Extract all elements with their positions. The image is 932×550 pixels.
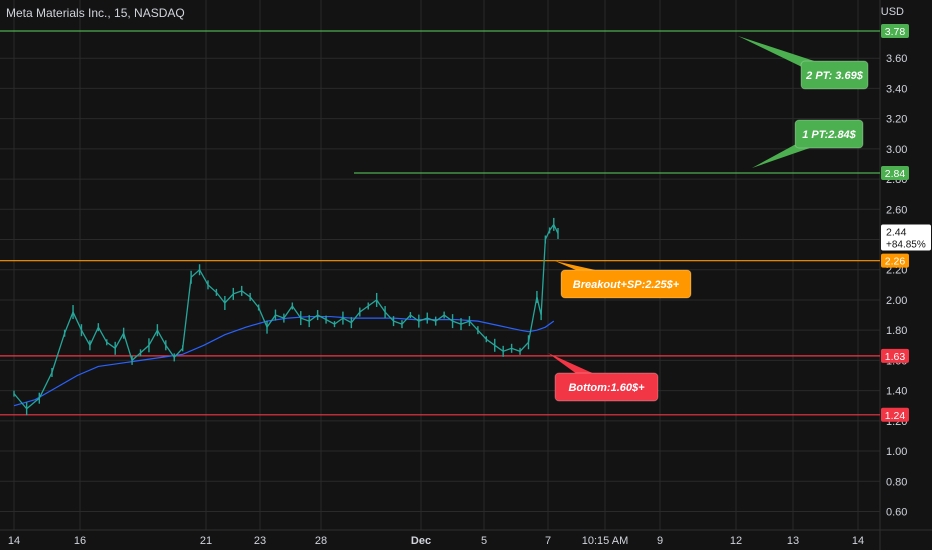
x-tick-label: 21 (200, 535, 212, 547)
x-tick-label: 13 (787, 535, 799, 547)
x-tick-label: 5 (481, 535, 487, 547)
price-lines (0, 30, 880, 416)
callout-label: Bottom:1.60$+ (568, 382, 645, 394)
x-tick-label: 7 (545, 535, 551, 547)
y-tick-label: 1.40 (886, 386, 907, 398)
price-tag-bg (881, 166, 909, 181)
chart-series (13, 217, 559, 416)
last-price-label: 2.44 (886, 226, 907, 238)
y-tick-label: 0.80 (886, 476, 907, 488)
price-tag-label: 1.24 (885, 410, 906, 422)
x-tick-label: Dec (411, 535, 431, 547)
y-tick-label: 3.20 (886, 114, 907, 126)
price-line (13, 223, 559, 410)
x-tick-label: 28 (315, 535, 327, 547)
callout-label: 1 PT:2.84$ (802, 129, 856, 141)
callout-label: 2 PT: 3.69$ (805, 70, 864, 82)
callout-label: Breakout+SP:2.25$+ (573, 279, 680, 291)
price-tag-label: 1.63 (885, 351, 906, 363)
price-tag-label: 2.26 (885, 256, 906, 268)
x-axis: 14 16 21 23 28 Dec 5 7 10:15 AM 9 12 13 14 (0, 529, 932, 547)
callout-box (800, 60, 869, 90)
price-tag-label: 2.84 (885, 168, 906, 180)
price-tag-label: 3.78 (885, 26, 906, 38)
price-tag-bg (881, 253, 909, 268)
price-tags: 3.78 2.84 2.26 1.63 1.24 2.44+84.85% (881, 24, 931, 422)
x-tick-label: 9 (657, 535, 663, 547)
price-tag-bg (881, 348, 909, 363)
x-tick-label: 23 (254, 535, 266, 547)
callout-box (794, 119, 864, 149)
x-tick-label: 14 (8, 535, 20, 547)
currency-label: USD (880, 6, 904, 18)
y-tick-label: 3.60 (886, 53, 907, 65)
y-tick-label: 3.40 (886, 83, 907, 95)
last-price-tag-bg (881, 224, 931, 251)
callout-box (554, 372, 659, 402)
price-tag-bg (881, 407, 909, 422)
y-tick-label: 3.00 (886, 144, 907, 156)
chart-grid (0, 0, 880, 530)
x-tick-label: 10:15 AM (582, 535, 628, 547)
chart-title: Meta Materials Inc., 15, NASDAQ (6, 6, 185, 20)
x-tick-label: 14 (852, 535, 864, 547)
last-price-change: +84.85% (886, 239, 926, 250)
callout-box (560, 269, 692, 299)
y-tick-label: 1.80 (886, 325, 907, 337)
price-tag-bg (881, 24, 909, 38)
y-tick-label: 1.00 (886, 446, 907, 458)
y-tick-label: 2.00 (886, 295, 907, 307)
y-tick-label: 2.60 (886, 204, 907, 216)
chart-annotations: 2 PT: 3.69$ 1 PT:2.84$ Breakout+SP:2.25$+ B… (548, 36, 869, 402)
y-tick-label: 0.60 (886, 506, 907, 518)
y-tick-label: 2.20 (886, 265, 907, 277)
x-tick-label: 12 (730, 535, 742, 547)
x-tick-label: 16 (74, 535, 86, 547)
